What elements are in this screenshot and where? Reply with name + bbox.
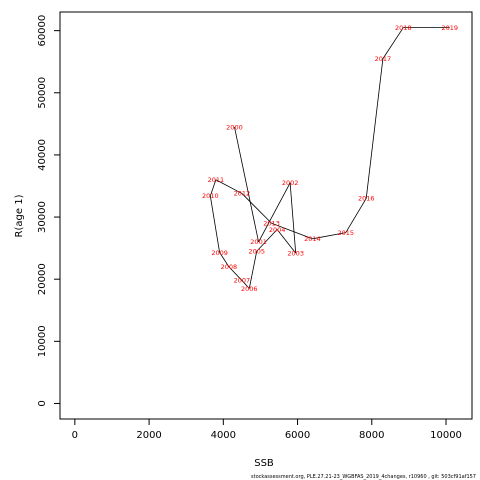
point-label-2001: 2001 (250, 238, 267, 246)
x-tick-label: 6000 (285, 430, 310, 441)
line-segment (215, 179, 243, 194)
y-tick-label: 0 (37, 400, 48, 406)
y-tick-label: 60000 (37, 15, 48, 47)
line-segment (258, 182, 291, 243)
line-segment (276, 229, 297, 254)
point-label-2016: 2016 (358, 195, 375, 203)
y-axis-label: R(age 1) (14, 194, 25, 237)
point-label-2000: 2000 (226, 123, 243, 131)
line-segment (256, 229, 278, 252)
point-label-2006: 2006 (241, 285, 258, 293)
footer-text: stockassessment.org, PLE.27.21-23_WGBFAS… (251, 474, 476, 480)
plot-frame (59, 11, 473, 420)
line-segment (345, 198, 367, 233)
x-tick-label: 0 (72, 430, 78, 441)
point-label-2008: 2008 (221, 263, 238, 271)
y-tick-label: 10000 (37, 325, 48, 357)
point-label-2011: 2011 (208, 176, 225, 184)
x-tick-label: 2000 (136, 430, 161, 441)
line-segment (209, 195, 220, 253)
point-label-2018: 2018 (395, 24, 412, 32)
x-tick-label: 4000 (211, 430, 236, 441)
line-segment (271, 222, 313, 240)
point-label-2005: 2005 (248, 248, 265, 256)
point-label-2014: 2014 (304, 235, 321, 243)
point-label-2004: 2004 (269, 226, 286, 234)
point-label-2007: 2007 (234, 277, 251, 285)
line-segment (289, 182, 297, 254)
y-tick-label: 50000 (37, 77, 48, 109)
x-axis: 0 2000 4000 6000 8000 10000 (72, 418, 462, 441)
point-label-2012: 2012 (234, 190, 251, 198)
point-label-2003: 2003 (287, 249, 304, 257)
point-label-2002: 2002 (282, 179, 299, 187)
point-label-2013: 2013 (263, 220, 280, 228)
x-tick-label: 10000 (430, 430, 462, 441)
line-segment (312, 232, 346, 240)
series (209, 27, 450, 289)
point-label-2010: 2010 (202, 192, 219, 200)
y-tick-label: 40000 (37, 139, 48, 171)
line-segment (241, 280, 250, 289)
y-tick-label: 20000 (37, 263, 48, 295)
point-label-2017: 2017 (375, 55, 392, 63)
line-segment (382, 27, 404, 59)
line-segment (209, 179, 217, 197)
x-tick-label: 8000 (359, 430, 384, 441)
x-axis-label: SSB (254, 458, 274, 469)
line-segment (219, 252, 230, 267)
point-label-2015: 2015 (338, 229, 355, 237)
y-tick-label: 30000 (37, 201, 48, 233)
line-segment (248, 251, 258, 289)
line-segment (365, 58, 384, 199)
line-segment (228, 266, 243, 281)
point-label-2019: 2019 (441, 24, 458, 32)
y-axis: 0 10000 20000 30000 40000 50000 60000 (37, 15, 61, 407)
point-label-2009: 2009 (211, 249, 228, 257)
line-segment (241, 193, 272, 224)
line-segment (234, 126, 259, 242)
